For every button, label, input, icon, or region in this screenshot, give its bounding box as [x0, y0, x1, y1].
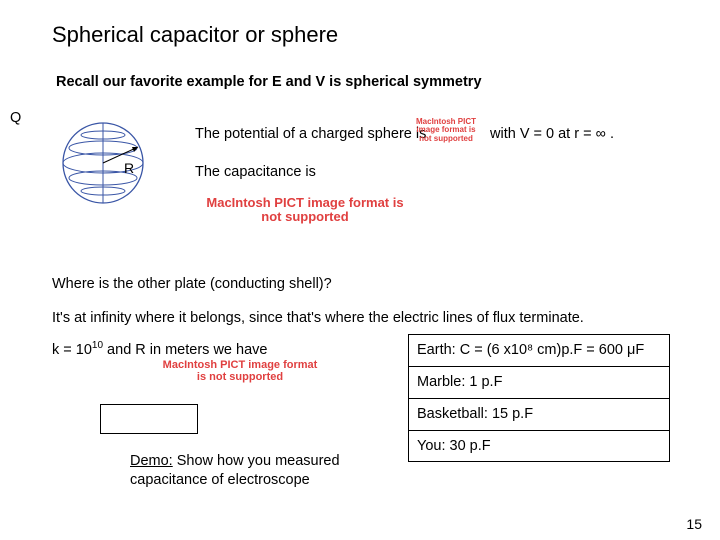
infinity-answer: It's at infinity where it belongs, since… [52, 310, 584, 326]
examples-table: Earth: C = (6 x10⁸ cm)p.F = 600 μF Marbl… [408, 334, 670, 462]
radius-label: R [124, 160, 134, 176]
page-number: 15 [686, 516, 702, 532]
example-earth: Earth: C = (6 x10⁸ cm)p.F = 600 μF [409, 335, 669, 367]
demo-lead: Demo: [130, 453, 173, 469]
pict-missing-small: MacIntosh PICT image format is not suppo… [416, 118, 476, 143]
page-title: Spherical capacitor or sphere [52, 22, 338, 48]
example-you: You: 30 p.F [409, 431, 669, 462]
k-exponent: 10 [92, 340, 103, 351]
potential-text: The potential of a charged sphere is [195, 126, 426, 142]
recall-text: Recall our favorite example for E and V … [56, 74, 482, 90]
charge-label: Q [10, 110, 21, 126]
pict-missing-big: MacIntosh PICT image format is not suppo… [200, 196, 410, 225]
where-plate-question: Where is the other plate (conducting she… [52, 276, 332, 292]
example-marble: Marble: 1 p.F [409, 367, 669, 399]
k-part-b: and R in meters we have [103, 342, 267, 358]
boundary-condition: with V = 0 at r = ∞ . [490, 126, 614, 142]
pict-missing-mid: MacIntosh PICT image format is not suppo… [160, 360, 320, 383]
capacitance-text: The capacitance is [195, 164, 316, 180]
example-basketball: Basketball: 15 p.F [409, 399, 669, 431]
k-part-a: k = 10 [52, 342, 92, 358]
demo-note: Demo: Show how you measured capacitance … [130, 452, 380, 490]
empty-box [100, 404, 198, 434]
k-constant-line: k = 1010 and R in meters we have [52, 340, 267, 358]
